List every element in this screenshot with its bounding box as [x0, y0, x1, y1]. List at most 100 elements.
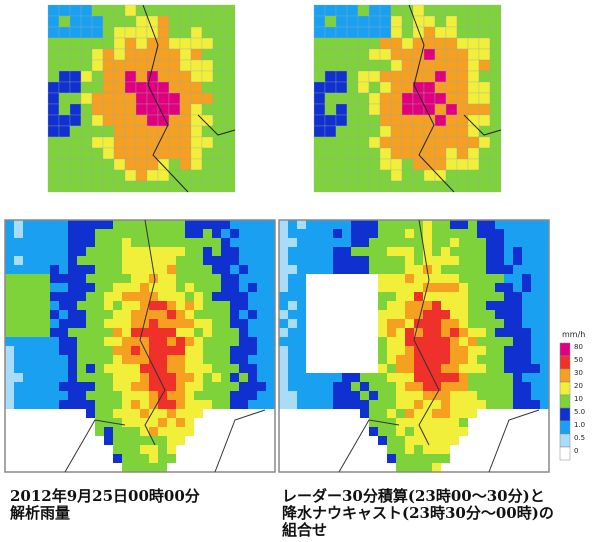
map-cell — [86, 220, 95, 229]
map-cell — [495, 409, 504, 418]
grid-cell — [368, 125, 381, 138]
grid-cell — [379, 180, 392, 193]
map-cell — [531, 355, 540, 364]
map-cell — [360, 436, 369, 445]
map-cell — [288, 328, 297, 337]
grid-cell — [135, 169, 148, 182]
grid-cell — [313, 125, 326, 138]
map-cell — [378, 265, 387, 274]
map-cell — [369, 454, 378, 463]
map-cell — [41, 247, 50, 256]
map-cell — [351, 310, 360, 319]
map-cell — [450, 238, 459, 247]
grid-cell — [212, 81, 225, 94]
map-cell — [203, 355, 212, 364]
grid-cell — [379, 169, 392, 182]
map-cell — [23, 220, 32, 229]
map-cell — [158, 418, 167, 427]
map-cell — [68, 283, 77, 292]
map-cell — [221, 319, 230, 328]
map-cell — [248, 355, 257, 364]
map-cell — [324, 238, 333, 247]
map-cell — [288, 427, 297, 436]
map-cell — [248, 454, 257, 463]
map-cell — [441, 355, 450, 364]
grid-cell — [201, 26, 214, 39]
map-cell — [477, 274, 486, 283]
map-cell — [513, 274, 522, 283]
map-cell — [32, 247, 41, 256]
map-cell — [23, 382, 32, 391]
grid-cell — [412, 136, 425, 149]
map-cell — [113, 274, 122, 283]
grid-cell — [80, 180, 93, 193]
grid-cell — [489, 103, 502, 116]
map-cell — [513, 409, 522, 418]
map-cell — [50, 463, 59, 472]
map-cell — [266, 301, 275, 310]
map-cell — [185, 382, 194, 391]
map-cell — [167, 319, 176, 328]
map-cell — [531, 445, 540, 454]
legend-unit: mm/h — [562, 330, 585, 339]
map-cell — [239, 247, 248, 256]
map-cell — [131, 355, 140, 364]
map-cell — [131, 337, 140, 346]
map-cell — [342, 355, 351, 364]
grid-cell — [467, 169, 480, 182]
map-cell — [540, 283, 549, 292]
map-cell — [504, 436, 513, 445]
grid-cell — [478, 158, 491, 171]
map-cell — [203, 292, 212, 301]
map-cell — [513, 292, 522, 301]
map-cell — [306, 427, 315, 436]
grid-cell — [379, 15, 392, 28]
map-cell — [315, 337, 324, 346]
map-cell — [522, 229, 531, 238]
map-cell — [59, 265, 68, 274]
map-cell — [122, 364, 131, 373]
map-cell — [450, 310, 459, 319]
map-cell — [432, 346, 441, 355]
map-cell — [185, 274, 194, 283]
map-cell — [297, 436, 306, 445]
map-cell — [378, 445, 387, 454]
map-cell — [486, 247, 495, 256]
map-cell — [5, 265, 14, 274]
map-cell — [59, 301, 68, 310]
map-cell — [450, 319, 459, 328]
grid-cell — [346, 37, 359, 50]
map-cell — [167, 463, 176, 472]
map-cell — [504, 346, 513, 355]
map-cell — [288, 229, 297, 238]
map-cell — [140, 436, 149, 445]
map-cell — [239, 301, 248, 310]
grid-cell — [357, 147, 370, 160]
map-cell — [248, 445, 257, 454]
grid-cell — [146, 103, 159, 116]
map-cell — [513, 454, 522, 463]
map-cell — [248, 247, 257, 256]
grid-cell — [489, 59, 502, 72]
map-cell — [477, 220, 486, 229]
grid-cell — [467, 37, 480, 50]
grid-cell — [313, 147, 326, 160]
map-cell — [77, 418, 86, 427]
map-cell — [5, 391, 14, 400]
map-cell — [230, 328, 239, 337]
map-cell — [167, 310, 176, 319]
grid-cell — [190, 92, 203, 105]
map-cell — [396, 346, 405, 355]
grid-cell — [368, 180, 381, 193]
map-cell — [158, 265, 167, 274]
map-cell — [333, 364, 342, 373]
map-cell — [495, 292, 504, 301]
map-cell — [387, 220, 396, 229]
map-cell — [23, 445, 32, 454]
grid-cell — [368, 136, 381, 149]
map-cell — [32, 454, 41, 463]
map-cell — [257, 454, 266, 463]
map-cell — [333, 229, 342, 238]
map-cell — [230, 274, 239, 283]
map-cell — [185, 319, 194, 328]
